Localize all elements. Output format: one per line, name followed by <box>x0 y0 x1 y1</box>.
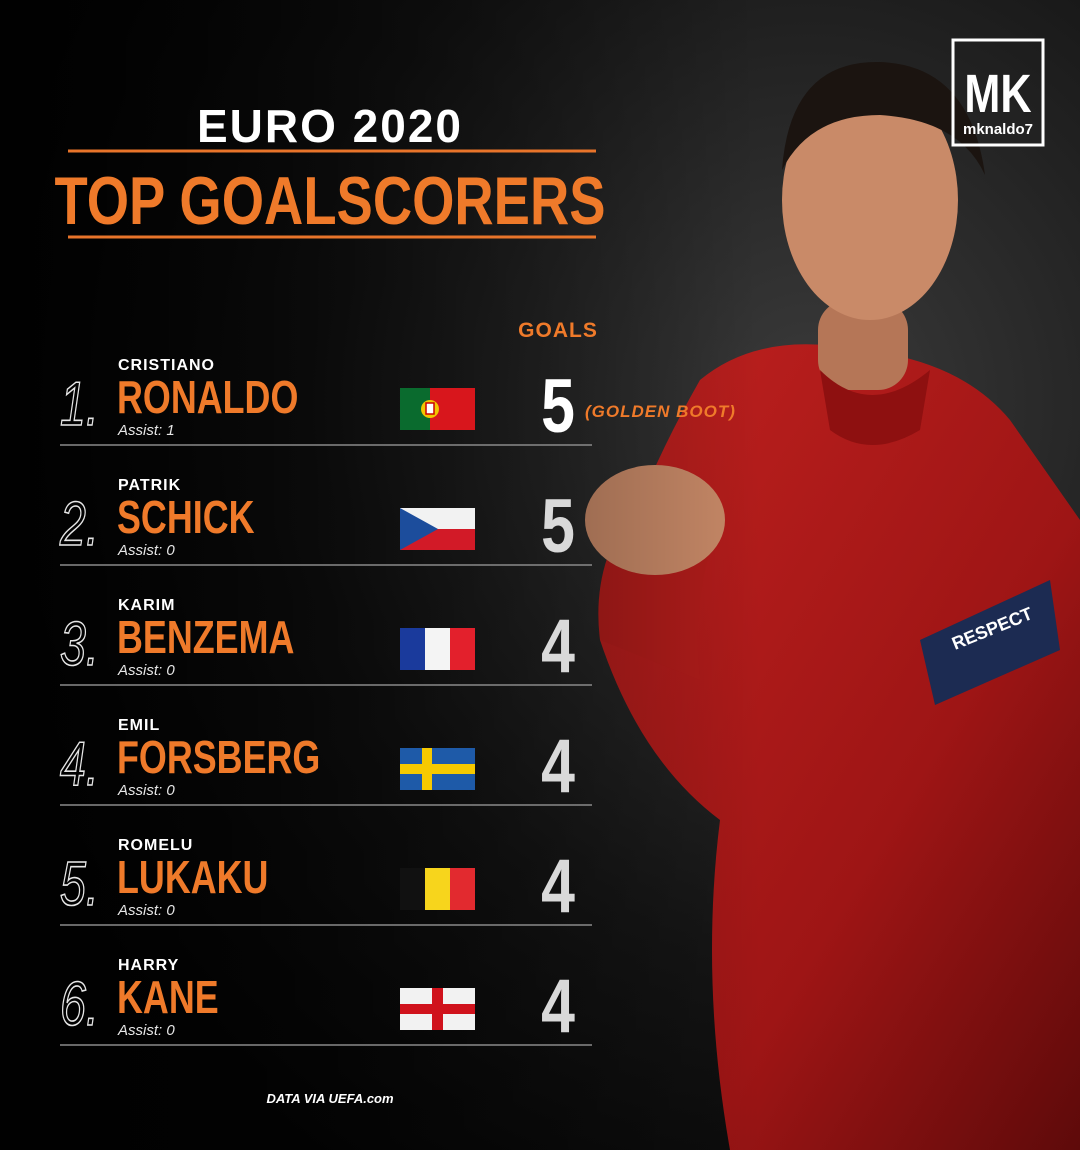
rank: 6. <box>60 968 99 1038</box>
assists: Assist: 0 <box>117 902 175 919</box>
goals: 4 <box>541 964 575 1049</box>
assists: Assist: 1 <box>117 422 175 439</box>
last-name: BENZEMA <box>117 612 294 663</box>
flag <box>400 628 425 670</box>
assists: Assist: 0 <box>117 542 175 559</box>
flag <box>400 868 425 910</box>
goals: 4 <box>541 724 575 809</box>
goals: 5 <box>541 484 575 569</box>
flag <box>450 628 475 670</box>
flag <box>450 868 475 910</box>
goals: 5 <box>541 364 575 449</box>
flag-icon <box>400 988 475 1030</box>
first-name: KARIM <box>118 597 175 614</box>
goals-note: (GOLDEN BOOT) <box>585 402 736 421</box>
first-name: HARRY <box>118 957 179 974</box>
last-name: LUKAKU <box>117 852 268 903</box>
flag-icon <box>400 748 475 790</box>
flag <box>400 508 438 550</box>
last-name: FORSBERG <box>117 732 320 783</box>
flag-icon <box>400 508 475 550</box>
rank: 3. <box>60 608 99 678</box>
flag-icon <box>400 388 475 430</box>
flag <box>425 402 435 415</box>
assists: Assist: 0 <box>117 1022 175 1039</box>
title-line2: TOP GOALSCORERS <box>54 163 605 239</box>
first-name: ROMELU <box>118 837 193 854</box>
logo-mark: MK <box>964 65 1031 125</box>
first-name: CRISTIANO <box>118 357 215 374</box>
last-name: SCHICK <box>117 492 255 543</box>
flag-icon <box>400 868 475 910</box>
logo-frame <box>951 38 1045 147</box>
flag <box>400 1004 475 1014</box>
assists: Assist: 0 <box>117 662 175 679</box>
rank: 4. <box>60 728 99 798</box>
last-name: KANE <box>117 972 219 1023</box>
first-name: PATRIK <box>118 477 181 494</box>
footer: DATA VIA UEFA.com <box>266 1091 394 1106</box>
logo-handle: mknaldo7 <box>963 121 1033 138</box>
rank: 2. <box>59 488 99 558</box>
flag <box>400 764 475 774</box>
goals: 4 <box>541 844 575 929</box>
flag <box>425 868 450 910</box>
title-line1: EURO 2020 <box>197 100 463 152</box>
rank: 5. <box>60 848 99 918</box>
first-name: EMIL <box>118 717 160 734</box>
goals: 4 <box>541 604 575 689</box>
assists: Assist: 0 <box>117 782 175 799</box>
flag-icon <box>400 628 475 670</box>
goals-header: GOALS <box>518 319 598 342</box>
rank: 1. <box>60 368 99 438</box>
flag <box>425 628 450 670</box>
last-name: RONALDO <box>117 372 298 423</box>
